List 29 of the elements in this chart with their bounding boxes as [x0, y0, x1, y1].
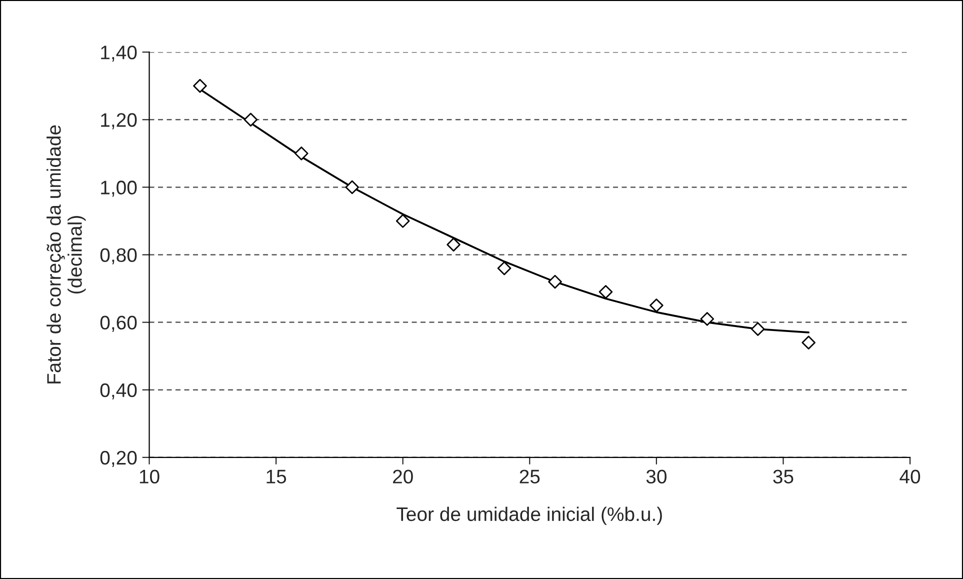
x-tick-label: 30 [646, 470, 666, 484]
point [497, 261, 512, 276]
point [700, 312, 714, 326]
y-tick-label: 1,40 [101, 46, 137, 62]
point [294, 146, 308, 160]
y-tick-label: 0,80 [100, 248, 137, 264]
y-tick-label: 1,20 [101, 113, 137, 130]
x-tick-label: 40 [900, 470, 920, 484]
point [244, 112, 258, 127]
y-axis-title: Fator de correção da umidade (decimal) [46, 125, 86, 384]
x-tick-label: 10 [140, 470, 160, 484]
y-tick-label: 0,20 [100, 450, 137, 467]
x-tick-label: 20 [393, 470, 413, 484]
x-tick-label: 15 [266, 470, 286, 484]
point [650, 298, 664, 312]
point [193, 78, 207, 93]
point [548, 274, 562, 289]
x-tick-label: 25 [520, 470, 540, 484]
y-tick-label: 0,60 [100, 316, 137, 332]
point [396, 214, 410, 228]
point [345, 180, 360, 194]
x-tick-label: 35 [773, 470, 794, 484]
y-tick-label: 0,40 [100, 383, 137, 400]
point [802, 336, 816, 350]
x-axis-title: Teor de umidade inicial (%b.u.) [396, 506, 662, 525]
point [446, 238, 460, 252]
y-tick-label: 1,00 [101, 180, 137, 197]
point [598, 285, 613, 299]
point [750, 322, 765, 336]
